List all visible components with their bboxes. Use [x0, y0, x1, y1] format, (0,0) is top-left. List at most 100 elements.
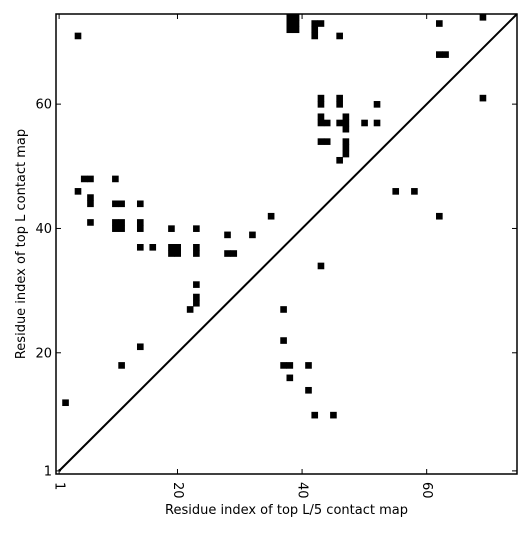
contact-point-top-l	[373, 119, 381, 127]
y-tick-label: 40	[35, 222, 52, 237]
contact-point-top-l	[323, 138, 331, 145]
diagonal-line	[58, 13, 518, 472]
contact-point-top-l	[193, 250, 200, 257]
contact-point-top-l5	[305, 362, 312, 369]
y-tick-label: 20	[35, 346, 52, 361]
contact-point-top-l5	[305, 386, 312, 394]
contact-point-top-l	[267, 212, 275, 220]
x-tick-label: 20	[170, 482, 185, 499]
contact-point-top-l	[336, 156, 343, 164]
contact-point-top-l5	[62, 399, 69, 407]
contact-point-top-l	[292, 20, 300, 27]
y-tick-label: 60	[35, 98, 52, 113]
contact-point-top-l5	[118, 362, 125, 369]
contact-point-top-l	[136, 225, 144, 232]
contact-point-top-l5	[193, 281, 200, 288]
contact-point-top-l	[342, 138, 350, 145]
contact-point-top-l	[112, 175, 119, 183]
y-tick-label: 1	[44, 464, 52, 479]
contact-point-top-l	[317, 138, 325, 145]
contact-point-top-l5	[193, 299, 200, 307]
contact-point-top-l	[311, 20, 319, 27]
contact-point-top-l	[168, 250, 175, 257]
contact-point-top-l	[311, 32, 319, 40]
contact-point-top-l5	[286, 374, 294, 382]
x-tick-label: 1	[52, 482, 67, 490]
contact-point-top-l	[317, 20, 325, 27]
contact-point-top-l5	[286, 362, 294, 369]
contact-point-top-l	[286, 26, 294, 34]
contact-point-top-l	[87, 219, 94, 226]
contact-point-top-l5	[136, 343, 144, 351]
contact-point-top-l	[168, 244, 175, 251]
contact-point-top-l	[342, 144, 350, 152]
contact-point-top-l5	[193, 293, 200, 301]
contact-point-top-l	[118, 225, 125, 232]
contact-point-top-l	[436, 20, 443, 27]
contact-point-top-l5	[330, 411, 337, 419]
contact-point-top-l	[317, 119, 325, 127]
contact-point-top-l	[136, 200, 144, 208]
contact-point-top-l	[230, 250, 238, 257]
contact-point-top-l5	[392, 188, 400, 195]
contact-point-top-l	[112, 225, 119, 232]
contact-point-top-l	[112, 200, 119, 208]
x-tick-label: 40	[295, 482, 310, 499]
contact-point-top-l	[87, 175, 94, 183]
contact-point-top-l	[193, 244, 200, 251]
contact-point-top-l	[311, 26, 319, 34]
contact-point-top-l	[174, 250, 181, 257]
contact-point-top-l	[80, 175, 88, 183]
contact-point-top-l	[87, 200, 94, 208]
contact-point-top-l	[292, 26, 300, 34]
contact-point-top-l	[479, 94, 487, 102]
contact-point-top-l	[336, 119, 343, 127]
x-tick-label: 60	[419, 482, 434, 499]
contact-point-top-l	[193, 225, 200, 232]
contact-point-top-l	[436, 51, 443, 58]
x-axis-label: Residue index of top L/5 contact map	[165, 503, 408, 518]
contact-point-top-l	[118, 200, 125, 208]
contact-point-top-l5	[311, 411, 319, 419]
contact-point-top-l	[74, 32, 82, 40]
contact-point-top-l	[317, 94, 325, 102]
contact-point-top-l5	[280, 337, 287, 344]
contact-point-top-l5	[411, 188, 418, 195]
contact-point-top-l	[224, 231, 231, 239]
contact-point-top-l	[112, 219, 119, 226]
contact-point-top-l	[336, 94, 343, 102]
contact-point-top-l	[479, 14, 487, 21]
contact-point-top-l	[286, 14, 294, 21]
contact-point-top-l5	[436, 212, 443, 220]
contact-point-top-l5	[317, 262, 325, 270]
contact-point-top-l	[224, 250, 231, 257]
contact-point-top-l	[323, 119, 331, 127]
contact-point-top-l	[174, 244, 181, 251]
contact-point-top-l	[249, 231, 256, 239]
contact-point-top-l	[361, 119, 368, 127]
plot-frame	[55, 13, 518, 475]
contact-point-top-l	[336, 32, 343, 40]
contact-point-top-l5	[186, 306, 194, 313]
contact-point-top-l	[292, 14, 300, 21]
contact-point-top-l	[136, 219, 144, 226]
contact-point-top-l	[149, 244, 157, 251]
contact-point-top-l	[168, 225, 175, 232]
contact-point-top-l	[317, 113, 325, 121]
contact-point-top-l	[336, 101, 343, 108]
contact-point-top-l	[373, 101, 381, 108]
contact-point-top-l	[342, 125, 350, 133]
contact-point-top-l	[87, 194, 94, 201]
contact-point-top-l	[442, 51, 449, 58]
contact-point-top-l	[317, 101, 325, 108]
axis-ticks: 1 20 40 60 1 20 40 60	[35, 14, 517, 499]
contact-point-top-l	[342, 119, 350, 127]
contact-point-top-l	[342, 113, 350, 121]
contact-point-top-l5	[280, 306, 287, 313]
contact-point-top-l5	[280, 362, 287, 369]
contact-point-top-l	[136, 244, 144, 251]
contact-point-top-l	[74, 188, 82, 195]
contact-point-top-l	[342, 150, 350, 158]
